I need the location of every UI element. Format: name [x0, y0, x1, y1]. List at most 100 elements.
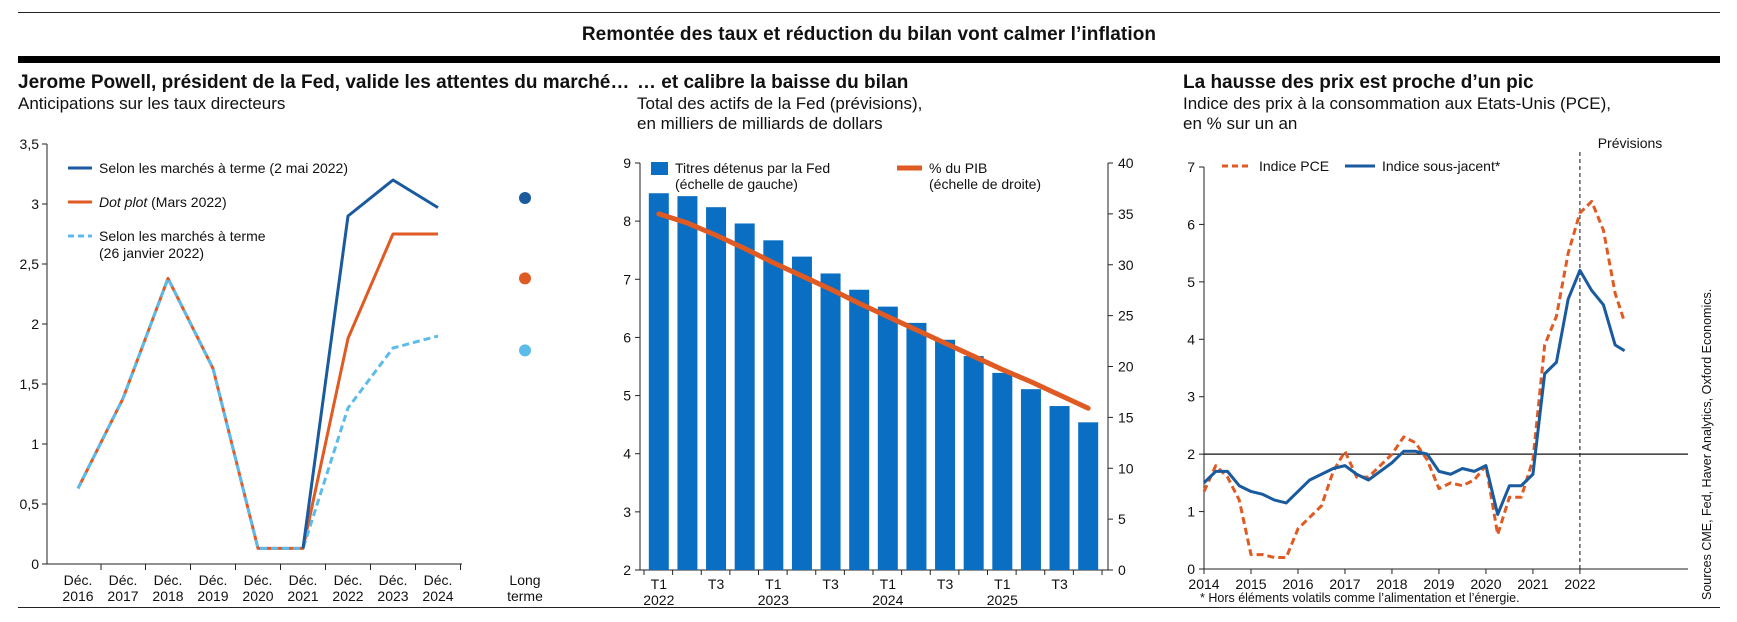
p3-x-tick-label: 2018 [1376, 576, 1407, 592]
p2-gdp-line [656, 211, 1091, 411]
p1-series-line [301, 178, 439, 549]
p2-bar [648, 193, 669, 570]
p3-y-tick-label: 3 [1187, 389, 1195, 405]
p2-right-tick-label: 35 [1118, 206, 1134, 222]
p3-y-tick-label: 4 [1187, 331, 1195, 347]
p2-x-tick-label: 2025 [987, 592, 1018, 608]
legend-pce: Indice PCE [1259, 158, 1329, 174]
p1-long-term-dot [519, 192, 531, 204]
p1-x-tick-label: 2017 [107, 588, 138, 604]
p1-x-tick-label: 2016 [62, 588, 93, 604]
p1-x-tick-label: 2022 [332, 588, 363, 604]
p2-right-tick-label: 40 [1118, 155, 1134, 171]
p3-x-tick-label: 2019 [1423, 576, 1454, 592]
p2-bar [877, 306, 898, 570]
bottom-rule [18, 607, 1720, 608]
p2-bar [935, 339, 956, 570]
p2-bar [677, 196, 698, 571]
p1-y-tick-label: 1 [31, 436, 39, 452]
p1-y-tick-label: 3,5 [20, 136, 40, 152]
p1-long-term-dot [519, 272, 531, 285]
legend-dotplot-rest: (Mars 2022) [147, 194, 226, 210]
p2-right-tick-label: 25 [1118, 308, 1134, 324]
p1-y-tick-label: 0 [31, 556, 39, 572]
p1-y-tick-label: 2,5 [20, 256, 40, 272]
p2-x-tick-label: T1 [994, 576, 1011, 592]
forecast-label: Prévisions [1598, 135, 1663, 151]
legend-core: Indice sous-jacent* [1382, 158, 1501, 174]
p2-right-tick-label: 15 [1118, 409, 1134, 425]
p2-bar [906, 322, 927, 570]
p1-x-tick-label: 2021 [287, 588, 318, 604]
p3-y-tick-label: 5 [1187, 274, 1195, 290]
p1-x-tick-label: Déc. [244, 572, 273, 588]
p2-bar [963, 356, 984, 570]
p2-left-tick-label: 6 [623, 329, 631, 345]
p2-bar [763, 240, 784, 570]
legend-forward-jan-line2: (26 janvier 2022) [99, 245, 204, 261]
p3-y-tick-label: 0 [1187, 561, 1195, 577]
p2-bar [791, 256, 812, 570]
p2-bar [706, 207, 727, 570]
p2-left-tick-label: 5 [623, 388, 631, 404]
p1-series-line [76, 276, 439, 550]
p1-x-tick-label: terme [507, 588, 543, 604]
p1-x-tick-label: 2023 [377, 588, 408, 604]
p1-y-tick-label: 1,5 [20, 376, 40, 392]
panel2-title: … et calibre la baisse du bilan [637, 72, 909, 93]
p3-y-tick-label: 6 [1187, 216, 1195, 232]
p1-x-tick-label: 2018 [152, 588, 183, 604]
p2-left-tick-label: 4 [623, 446, 631, 462]
legend-forward-may: Selon les marchés à terme (2 mai 2022) [99, 160, 348, 176]
p2-left-tick-label: 2 [623, 562, 631, 578]
p3-x-tick-label: 2020 [1470, 576, 1501, 592]
p3-x-tick-label: 2021 [1517, 576, 1548, 592]
title-divider [18, 56, 1720, 63]
legend-forward-jan-line1: Selon les marchés à terme [99, 228, 266, 244]
p3-core-line [1202, 268, 1626, 516]
p3-y-tick-label: 7 [1187, 159, 1195, 175]
p3-x-tick-label: 2017 [1329, 576, 1360, 592]
p2-left-tick-label: 8 [623, 213, 631, 229]
p2-bar [734, 223, 755, 570]
p1-x-tick-label: Déc. [109, 572, 138, 588]
panel1-subtitle: Anticipations sur les taux directeurs [18, 94, 286, 113]
p2-right-tick-label: 10 [1118, 460, 1134, 476]
p2-x-tick-label: T1 [880, 576, 897, 592]
panel3-legend: Indice PCE Indice sous-jacent* Prévision… [1222, 135, 1662, 174]
legend-swatch-bars [651, 162, 668, 175]
legend-gdp-line2: (échelle de droite) [929, 176, 1041, 192]
top-rule [18, 12, 1720, 13]
p1-y-tick-label: 0,5 [20, 496, 40, 512]
p2-left-tick-label: 9 [623, 155, 631, 171]
p2-right-tick-label: 20 [1118, 359, 1134, 375]
footnote: * Hors éléments volatils comme l’aliment… [1200, 591, 1520, 605]
p3-x-tick-label: 2014 [1188, 576, 1219, 592]
p2-x-tick-label: T3 [822, 576, 839, 592]
p1-series-line [76, 232, 438, 550]
p1-x-tick-label: Déc. [379, 572, 408, 588]
p2-bar [1020, 389, 1041, 570]
p2-left-tick-label: 3 [623, 504, 631, 520]
p2-x-tick-label: T3 [1051, 576, 1068, 592]
p3-pce-line [1202, 199, 1626, 560]
p2-right-tick-label: 5 [1118, 511, 1126, 527]
p2-bar [1078, 422, 1099, 570]
p1-x-tick-label: 2024 [422, 588, 453, 604]
p1-y-tick-label: 3 [31, 196, 39, 212]
p2-right-tick-label: 0 [1118, 562, 1126, 578]
sources-note: Sources CME, Fed, Haver Analytics, Oxfor… [1700, 288, 1714, 600]
p1-x-tick-label: Déc. [64, 572, 93, 588]
panel2-subtitle-line1: Total des actifs de la Fed (prévisions), [637, 94, 923, 113]
legend-gdp-line1: % du PIB [929, 160, 987, 176]
p2-x-tick-label: 2024 [872, 592, 903, 608]
p2-bar [1049, 406, 1070, 570]
p2-x-tick-label: T3 [937, 576, 954, 592]
p2-x-tick-label: 2022 [643, 592, 674, 608]
panel2-subtitle-line2: en milliers de milliards de dollars [637, 114, 883, 133]
p1-x-tick-label: 2020 [242, 588, 273, 604]
page-title: Remontée des taux et réduction du bilan … [581, 24, 1157, 45]
p3-y-tick-label: 1 [1187, 504, 1195, 520]
panel3-subtitle-line2: en % sur un an [1183, 114, 1298, 133]
